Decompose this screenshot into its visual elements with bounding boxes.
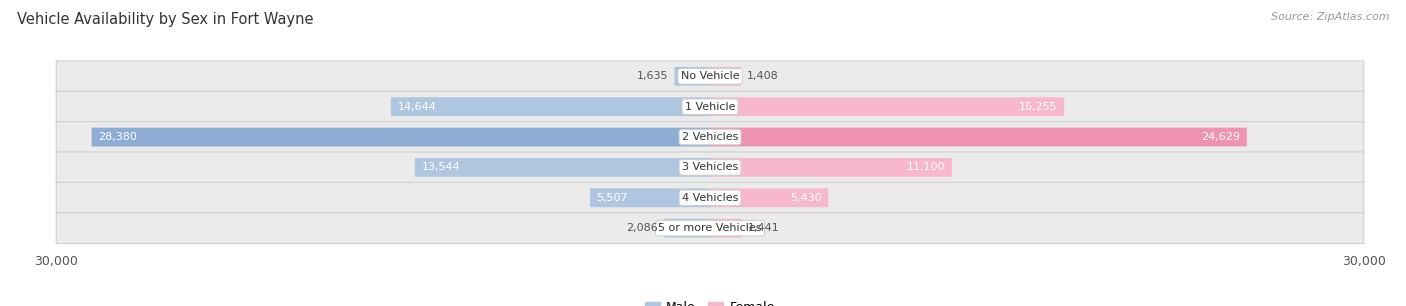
Text: 4 Vehicles: 4 Vehicles [682,193,738,203]
Text: 1,408: 1,408 [747,71,779,81]
FancyBboxPatch shape [56,91,1364,122]
FancyBboxPatch shape [710,67,741,86]
Legend: Male, Female: Male, Female [640,296,780,306]
FancyBboxPatch shape [56,121,1364,152]
Text: 2 Vehicles: 2 Vehicles [682,132,738,142]
Text: 5 or more Vehicles: 5 or more Vehicles [658,223,762,233]
FancyBboxPatch shape [56,61,1364,92]
FancyBboxPatch shape [675,67,710,86]
Text: 1,635: 1,635 [637,71,668,81]
Text: 5,430: 5,430 [790,193,823,203]
FancyBboxPatch shape [710,158,952,177]
Text: 14,644: 14,644 [398,102,436,112]
FancyBboxPatch shape [391,97,710,116]
FancyBboxPatch shape [665,219,710,237]
FancyBboxPatch shape [56,152,1364,183]
Text: 1,441: 1,441 [748,223,780,233]
Text: 2,086: 2,086 [626,223,658,233]
Text: 13,544: 13,544 [422,162,460,172]
FancyBboxPatch shape [56,213,1364,244]
Text: 3 Vehicles: 3 Vehicles [682,162,738,172]
FancyBboxPatch shape [710,97,1064,116]
FancyBboxPatch shape [591,188,710,207]
FancyBboxPatch shape [710,188,828,207]
Text: No Vehicle: No Vehicle [681,71,740,81]
FancyBboxPatch shape [91,128,710,147]
FancyBboxPatch shape [415,158,710,177]
Text: 1 Vehicle: 1 Vehicle [685,102,735,112]
Text: 24,629: 24,629 [1201,132,1240,142]
Text: 28,380: 28,380 [98,132,136,142]
Text: 11,100: 11,100 [907,162,945,172]
Text: Source: ZipAtlas.com: Source: ZipAtlas.com [1271,12,1389,22]
FancyBboxPatch shape [710,219,741,237]
Text: 5,507: 5,507 [596,193,628,203]
Text: 16,255: 16,255 [1019,102,1057,112]
FancyBboxPatch shape [710,128,1247,147]
FancyBboxPatch shape [56,182,1364,213]
Text: Vehicle Availability by Sex in Fort Wayne: Vehicle Availability by Sex in Fort Wayn… [17,12,314,27]
